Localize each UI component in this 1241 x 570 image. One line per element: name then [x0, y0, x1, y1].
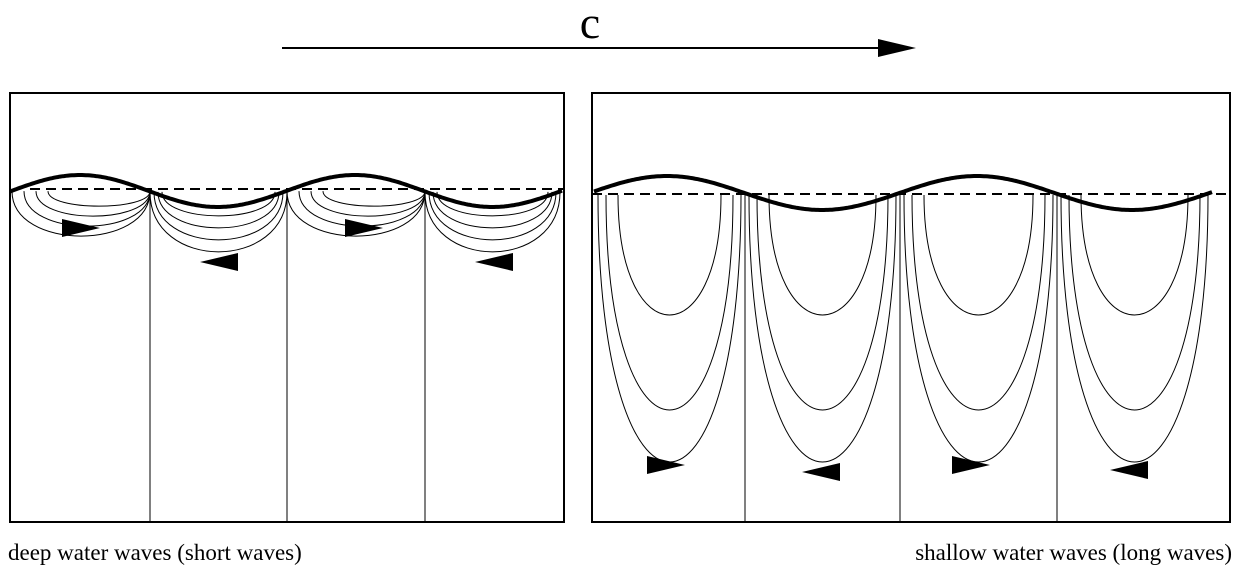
wave-surface: [593, 174, 1213, 212]
orbit: [23, 191, 151, 227]
orbit: [432, 191, 553, 229]
orbit: [424, 191, 561, 253]
wave-surface: [9, 173, 563, 209]
motion-arrow: [1110, 461, 1148, 479]
orbit: [756, 194, 889, 411]
orbit: [298, 191, 426, 227]
orbit: [768, 194, 877, 316]
motion-arrow: [200, 253, 238, 271]
caption: shallow water waves (long waves): [915, 540, 1232, 565]
orbit: [903, 194, 1054, 463]
motion-arrow: [647, 456, 685, 474]
wave-drawing: [9, 173, 1230, 522]
motion-arrow: [475, 253, 513, 271]
orbit: [157, 191, 280, 229]
orbit: [161, 191, 276, 217]
orbit: [911, 194, 1046, 411]
motion-arrow: [952, 456, 990, 474]
orbit: [748, 194, 897, 463]
orbit: [617, 194, 722, 316]
orbit: [923, 194, 1034, 316]
orbit: [1060, 194, 1209, 463]
orbit: [1080, 194, 1189, 316]
orbit: [605, 194, 734, 411]
orbit: [286, 191, 426, 237]
orbit: [1068, 194, 1201, 411]
panel-frame: [591, 92, 1231, 523]
arrow-head: [878, 39, 916, 57]
orbit: [322, 190, 426, 207]
motion-arrow: [345, 219, 383, 237]
caption: deep water waves (short waves): [8, 540, 302, 565]
motion-arrow: [62, 219, 100, 237]
orbit: [47, 190, 151, 207]
orbit: [35, 191, 151, 217]
orbit: [597, 194, 742, 463]
orbit: [436, 191, 549, 217]
speed-label: c: [580, 0, 600, 48]
orbit: [149, 191, 288, 253]
motion-arrow: [802, 463, 840, 481]
orbit: [310, 191, 426, 217]
orbit: [428, 191, 557, 241]
orbit: [153, 191, 284, 241]
orbit: [11, 191, 151, 237]
